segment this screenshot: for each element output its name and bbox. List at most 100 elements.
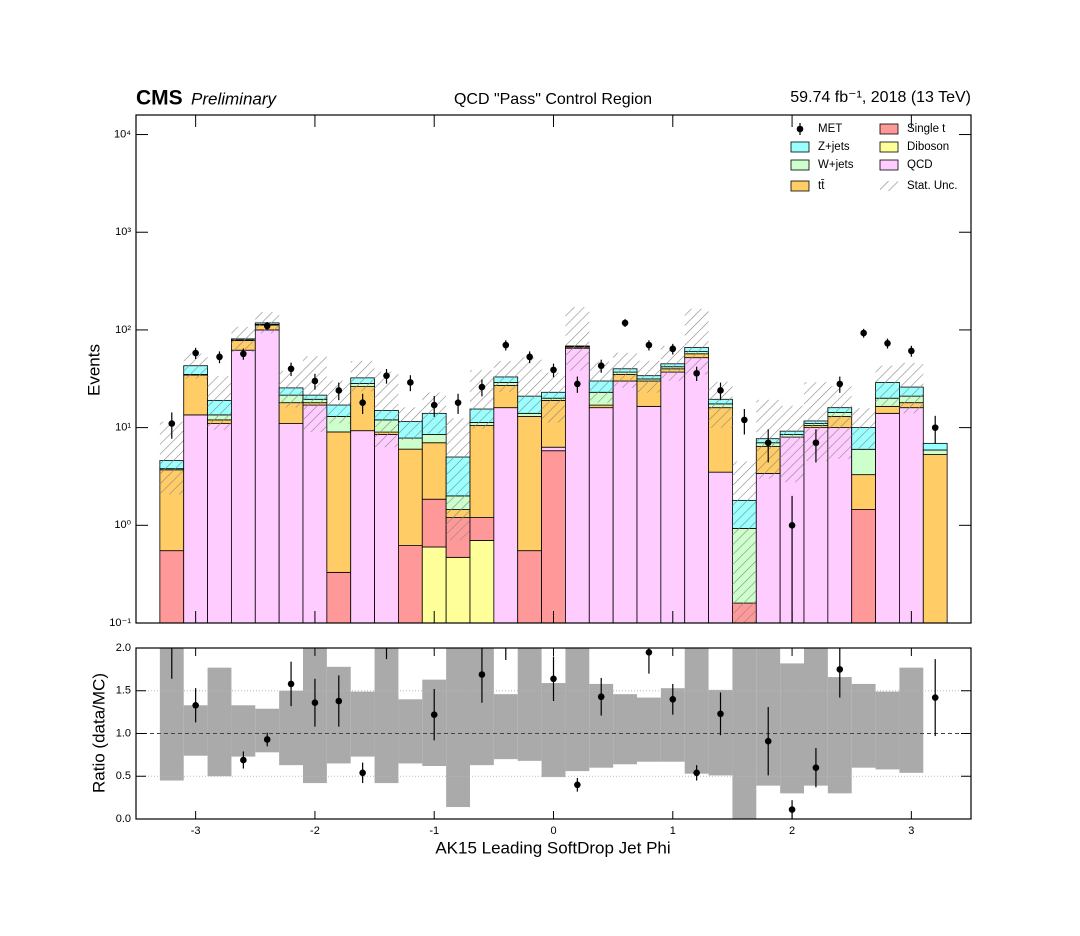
stat-unc	[374, 371, 399, 448]
ratio-band	[374, 648, 399, 784]
y-tick-label: 10⁰	[114, 519, 131, 531]
stat-unc	[732, 461, 757, 623]
x-axis-label: AK15 Leading SoftDrop Jet Phi	[435, 838, 670, 857]
ratio-band	[279, 690, 303, 766]
data-point	[669, 345, 677, 353]
legend-marker	[879, 159, 899, 171]
y-tick-label: 10⁻¹	[109, 617, 131, 629]
stat-unc	[613, 352, 637, 388]
ratio-point	[764, 737, 772, 745]
legend-marker	[796, 125, 804, 133]
stack-bar	[922, 442, 948, 451]
ratio-point	[287, 680, 295, 688]
ratio-band	[350, 691, 375, 757]
stat-unc	[470, 370, 494, 429]
x-tick-label: -2	[310, 825, 320, 837]
legend-label: Z+jets	[818, 141, 850, 153]
stack-bar	[875, 405, 900, 414]
ratio-band	[565, 648, 590, 772]
stat-unc	[780, 405, 804, 483]
data-point	[359, 399, 366, 406]
data-point	[908, 347, 915, 355]
stat-unc	[565, 307, 590, 371]
y-tick-label: 10³	[115, 226, 131, 238]
data-point	[240, 350, 247, 358]
ratio-point	[717, 710, 724, 718]
stack-bar	[183, 374, 208, 416]
stat-unc	[660, 345, 685, 381]
ratio-band	[255, 708, 280, 753]
x-tick-label: -1	[429, 825, 439, 837]
data-point	[860, 329, 867, 337]
data-point	[502, 341, 510, 349]
ratio-band	[684, 648, 709, 774]
ratio-point	[812, 764, 820, 771]
data-point	[717, 387, 724, 394]
ratio-band	[446, 648, 470, 808]
stat-unc	[207, 376, 232, 430]
ratio-point	[788, 806, 796, 813]
ratio-point	[335, 697, 343, 705]
chart-title: QCD "Pass" Control Region	[454, 91, 652, 108]
data-point	[764, 439, 772, 447]
data-point	[287, 365, 295, 373]
data-point	[478, 383, 486, 391]
legend-label: Single t	[907, 123, 946, 135]
main-plot	[159, 307, 948, 623]
ratio-frame	[135, 647, 972, 820]
stat-unc	[398, 407, 423, 440]
ratio-band	[493, 694, 518, 760]
ratio-point	[359, 769, 366, 777]
experiment: CMS	[136, 87, 183, 110]
stack-bar	[517, 412, 542, 417]
stat-unc	[827, 386, 852, 459]
x-tick-label: -3	[191, 825, 201, 837]
stack-bar	[421, 498, 447, 548]
ratio-point	[645, 648, 653, 656]
legend-marker	[790, 141, 810, 153]
legend-label: W+jets	[818, 159, 854, 171]
stat-unc	[279, 370, 303, 408]
stack-bar	[517, 416, 542, 552]
stack-bar	[541, 446, 566, 452]
data-point	[550, 366, 557, 374]
main-frame	[135, 114, 972, 624]
ratio-point	[240, 756, 247, 764]
legend-label: Diboson	[907, 141, 949, 153]
legend-marker	[790, 180, 810, 192]
ratio-band	[637, 697, 661, 762]
stat-unc	[804, 382, 828, 461]
stat-unc	[589, 361, 614, 403]
ratio-point	[931, 694, 939, 701]
ratio-point	[693, 769, 700, 777]
legend-marker	[790, 159, 810, 171]
data-point	[621, 319, 629, 327]
stack-bar	[851, 448, 876, 476]
legend-label: QCD	[907, 159, 933, 171]
ratio-band	[398, 699, 423, 764]
stat-unc	[303, 356, 327, 432]
stat-unc	[493, 360, 518, 393]
ratio-tick-label: 0.5	[116, 770, 131, 782]
stack-bar	[326, 431, 352, 573]
ratio-point	[263, 736, 271, 743]
ratio-band	[541, 683, 566, 778]
x-tick-label: 3	[908, 825, 914, 837]
ratio-plot	[136, 648, 971, 819]
stack-bar	[421, 434, 447, 444]
ratio-band	[660, 688, 685, 762]
stat-unc	[326, 380, 351, 424]
stat-unc	[851, 408, 876, 450]
x-tick-label: 1	[670, 825, 676, 837]
ratio-band	[589, 683, 614, 768]
ratio-band	[470, 648, 494, 766]
ratio-point	[550, 675, 557, 683]
ratio-band	[804, 648, 828, 786]
stat-unc	[637, 360, 661, 393]
ratio-point	[836, 666, 844, 673]
y-tick-label: 10⁴	[114, 128, 131, 140]
data-point	[311, 377, 319, 385]
y-tick-label: 10¹	[115, 422, 131, 434]
legend-marker	[880, 181, 898, 191]
